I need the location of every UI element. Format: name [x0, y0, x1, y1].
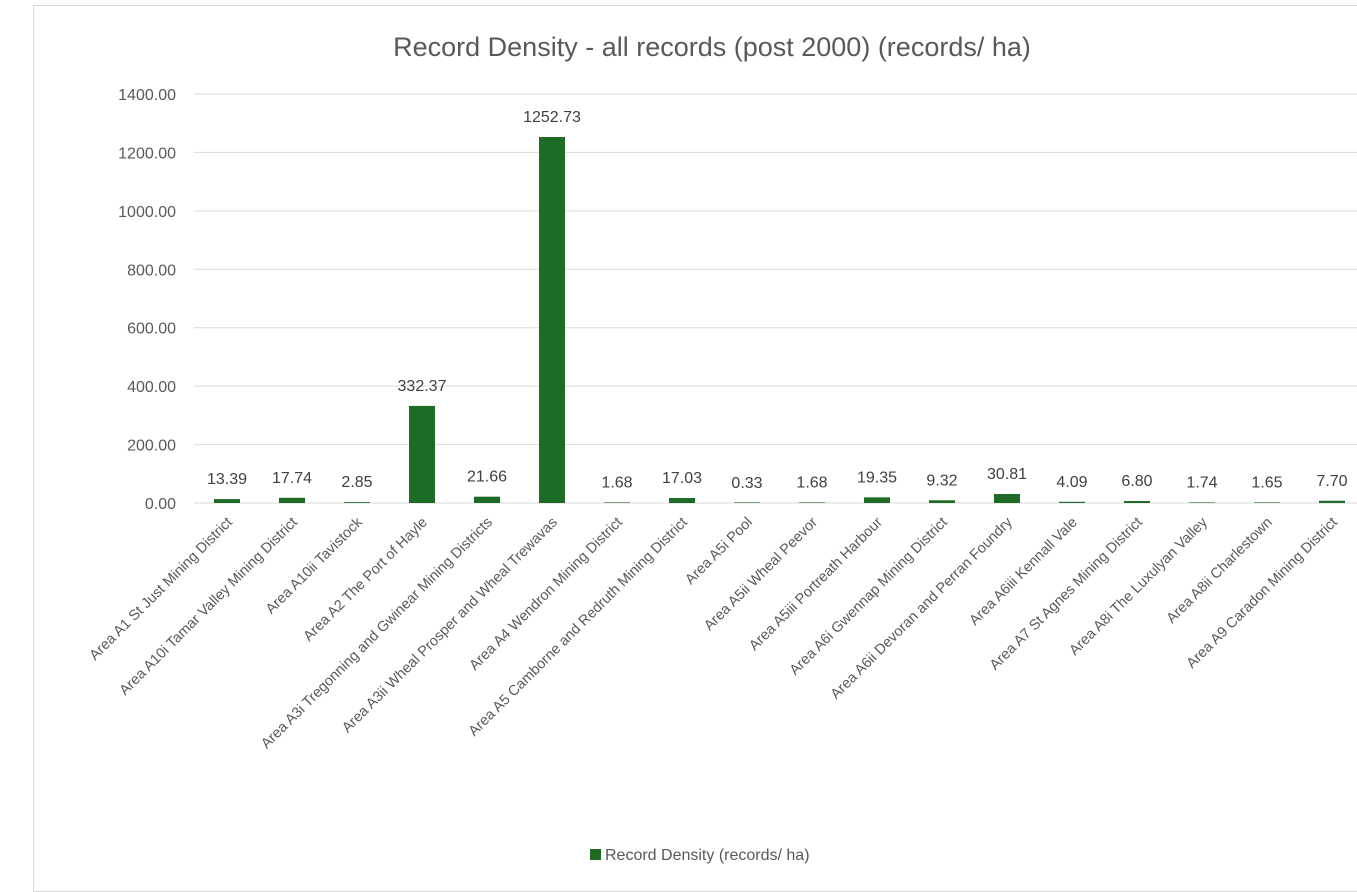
legend: Record Density (records/ ha): [590, 847, 810, 864]
bar: [344, 502, 370, 503]
bar: [1319, 500, 1345, 503]
category-label: Area A8ii Charlestown: [1164, 515, 1276, 627]
data-label: 30.81: [987, 466, 1027, 483]
bar: [864, 497, 890, 503]
bar: [1059, 501, 1085, 503]
y-tick-label: 1000.00: [118, 204, 176, 221]
data-label: 17.03: [662, 470, 702, 487]
bar: [604, 502, 630, 503]
data-label: 1.65: [1251, 475, 1282, 492]
category-label: Area A5ii Wheal Peevor: [701, 514, 821, 634]
category-label: Area A5i Pool: [682, 515, 755, 588]
y-tick-label: 800.00: [127, 262, 176, 279]
y-axis-ticks: 0.00 200.00 400.00 600.00 800.00 1000.00 1200.…: [118, 87, 176, 513]
bar-chart: Record Density - all records (post 2000)…: [87, 32, 1357, 864]
bar: [539, 137, 565, 504]
y-tick-label: 1200.00: [118, 145, 176, 162]
data-label: 0.33: [731, 475, 762, 492]
data-label: 4.09: [1056, 474, 1087, 491]
bar: [669, 498, 695, 503]
bar: [1124, 501, 1150, 503]
bar: [279, 497, 305, 503]
data-label: 19.35: [857, 469, 897, 486]
data-labels: 13.39 17.74 2.85 332.37 21.66 1252.73 1.68 17.0…: [207, 109, 1348, 492]
data-label: 1252.73: [523, 109, 581, 126]
bar: [1189, 502, 1215, 503]
legend-label: Record Density (records/ ha): [605, 847, 810, 864]
data-label: 1.68: [796, 475, 827, 492]
bar: [1254, 502, 1280, 503]
y-tick-label: 200.00: [127, 438, 176, 455]
bar: [214, 499, 240, 503]
data-label: 21.66: [467, 469, 507, 486]
data-label: 9.32: [926, 472, 957, 489]
bar: [734, 502, 760, 503]
bar: [929, 500, 955, 503]
y-tick-label: 600.00: [127, 321, 176, 338]
category-label: Area A3i Tregonning and Gwinear Mining D…: [258, 515, 496, 753]
y-tick-label: 0.00: [145, 496, 176, 513]
bar: [409, 405, 435, 503]
legend-swatch: [590, 849, 601, 860]
data-label: 2.85: [341, 474, 372, 491]
data-label: 7.70: [1316, 473, 1347, 490]
data-label: 1.74: [1186, 474, 1217, 491]
data-label: 332.37: [398, 378, 447, 395]
category-label: Area A8i The Luxulyan Valley: [1067, 514, 1212, 659]
bar: [474, 496, 500, 503]
bar: [994, 493, 1020, 503]
data-label: 17.74: [272, 470, 312, 487]
bars: [214, 137, 1345, 504]
data-label: 1.68: [601, 475, 632, 492]
chart-title: Record Density - all records (post 2000)…: [393, 32, 1031, 62]
y-tick-label: 400.00: [127, 379, 176, 396]
gridlines: [194, 93, 1357, 504]
category-label: Area A6iii Kennall Vale: [967, 515, 1081, 629]
category-label: Area A2 The Port of Hayle: [301, 515, 431, 645]
category-label: Area A5iii Portreath Harbour: [746, 514, 886, 654]
chart-area: Record Density - all records (post 2000)…: [33, 5, 1357, 892]
category-label: Area A1 St Just Mining District: [87, 515, 236, 664]
y-tick-label: 1400.00: [118, 87, 176, 104]
category-label: Area A5 Camborne and Redruth Mining Dist…: [466, 515, 691, 740]
bar: [799, 502, 825, 503]
data-label: 13.39: [207, 471, 247, 488]
data-label: 6.80: [1121, 473, 1152, 490]
